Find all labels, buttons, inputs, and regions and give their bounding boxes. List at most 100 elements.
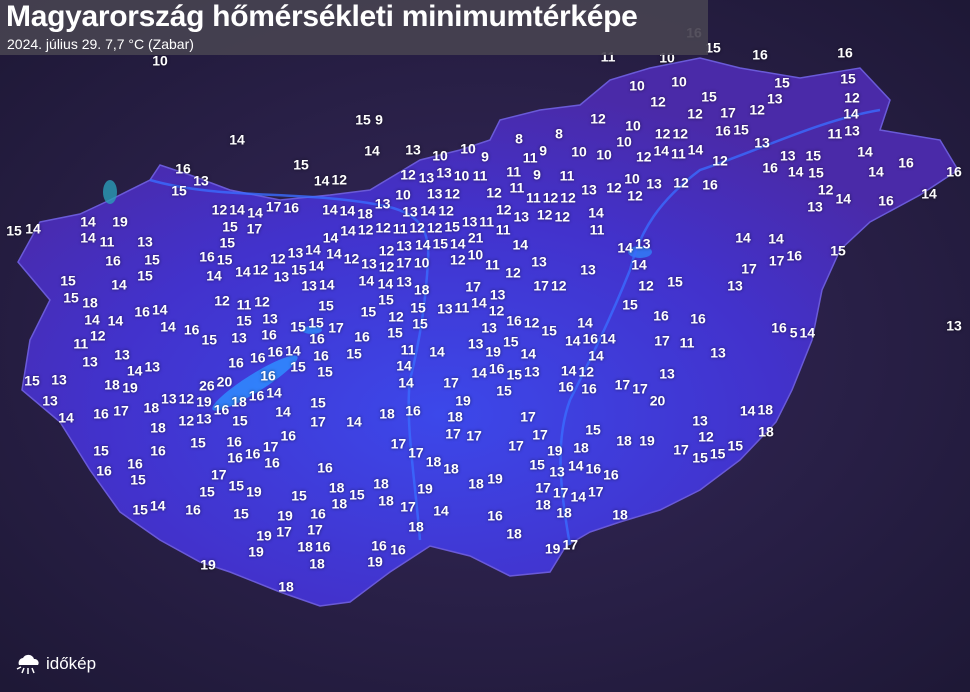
temperature-reading: 12: [627, 187, 643, 204]
temperature-reading: 16: [227, 449, 243, 466]
temperature-reading: 13: [844, 122, 860, 139]
idokep-logo: időkép: [16, 652, 96, 676]
temperature-reading: 10: [671, 73, 687, 90]
river-tisza: [559, 108, 881, 546]
temperature-reading: 16: [506, 312, 522, 329]
temperature-reading: 15: [290, 358, 306, 375]
lake-velence: [302, 326, 322, 334]
temperature-reading: 10: [625, 117, 641, 134]
temperature-reading: 16: [653, 307, 669, 324]
temperature-reading: 15: [219, 234, 236, 251]
temperature-reading: 19: [122, 379, 138, 396]
temperature-reading: 13: [710, 344, 726, 361]
temperature-reading: 18: [413, 281, 430, 298]
temperature-reading: 17: [328, 319, 344, 336]
temperature-reading: 12: [211, 201, 228, 218]
temperature-reading: 12: [606, 179, 622, 196]
temperature-reading: 12: [375, 219, 391, 236]
temperature-reading: 13: [262, 310, 278, 327]
temperature-reading: 16: [183, 321, 200, 338]
temperature-reading: 18: [331, 495, 348, 512]
temperature-reading: 17: [443, 374, 459, 391]
temperature-reading: 16: [309, 330, 325, 347]
temperature-reading: 14: [687, 141, 704, 158]
temperature-reading: 15: [808, 164, 824, 181]
temperature-reading: 12: [400, 166, 416, 183]
temperature-reading: 10: [616, 133, 632, 150]
temperature-reading: 16: [250, 349, 266, 366]
temperature-reading: 18: [616, 432, 632, 449]
temperature-reading: 11: [479, 213, 495, 230]
temperature-reading: 19: [256, 527, 272, 544]
temperature-reading: 14: [653, 142, 670, 159]
temperature-reading: 13: [754, 134, 770, 151]
temperature-reading: 10: [624, 170, 640, 187]
temperature-reading: 16: [582, 330, 599, 347]
temperature-reading: 14: [921, 185, 937, 202]
temperature-reading: 15: [199, 483, 215, 500]
temperature-reading: 11: [522, 149, 538, 166]
temperature-reading: 14: [564, 332, 581, 349]
temperature-reading: 14: [420, 202, 436, 219]
temperature-reading: 16: [313, 347, 329, 364]
temperature-reading: 17: [673, 441, 689, 458]
temperature-reading: 15: [318, 297, 334, 314]
temperature-reading: 16: [105, 252, 121, 269]
temperature-reading: 19: [367, 553, 383, 570]
temperature-reading: 14: [843, 105, 859, 122]
temperature-reading: 17: [720, 104, 736, 121]
temperature-reading: 9: [375, 111, 383, 128]
temperature-reading: 15: [290, 318, 306, 335]
temperature-reading: 11: [472, 167, 488, 184]
temperature-reading: 18: [468, 475, 484, 492]
temperature-reading: 15: [360, 303, 377, 320]
temperature-reading: 15: [410, 299, 426, 316]
temperature-reading: 16: [371, 537, 387, 554]
temperature-reading: 12: [450, 251, 466, 268]
temperature-reading: 14: [414, 236, 431, 253]
temperature-reading: 13: [231, 329, 247, 346]
temperature-reading: 14: [570, 488, 587, 505]
temperature-reading: 14: [768, 230, 784, 247]
temperature-reading: 5: [789, 324, 798, 341]
temperature-reading: 14: [364, 142, 380, 159]
temperature-reading: 12: [488, 302, 505, 319]
temperature-reading: 12: [343, 250, 360, 267]
temperature-reading: 15: [190, 434, 206, 451]
temperature-reading: 17: [465, 278, 481, 295]
temperature-reading: 17: [262, 438, 279, 455]
temperature-reading: 14: [152, 301, 168, 318]
temperature-reading: 14: [285, 342, 301, 359]
temperature-reading: 17: [632, 380, 648, 397]
temperature-reading: 12: [672, 125, 689, 142]
temperature-reading: 13: [402, 203, 418, 220]
temperature-reading: 15: [502, 333, 519, 350]
temperature-reading: 17: [400, 498, 416, 515]
temperature-reading: 12: [486, 184, 502, 201]
temperature-reading: 15: [496, 382, 512, 399]
temperature-reading: 12: [438, 202, 454, 219]
temperature-reading: 12: [252, 261, 269, 278]
temperature-reading: 12: [495, 201, 512, 218]
temperature-reading: 13: [137, 233, 153, 250]
temperature-reading: 11: [73, 335, 89, 352]
river-danube: [149, 178, 430, 541]
temperature-reading: 14: [229, 201, 245, 218]
temperature-reading: 10: [571, 143, 587, 160]
temperature-reading: 15: [705, 39, 721, 56]
lake-balaton: [212, 355, 298, 411]
temperature-reading: 16: [248, 387, 265, 404]
temperature-reading: 14: [322, 201, 338, 218]
temperature-reading: 12: [505, 264, 521, 281]
temperature-reading: 16: [558, 378, 574, 395]
temperature-reading: 17: [445, 425, 461, 442]
temperature-reading: 15: [444, 218, 460, 235]
temperature-reading: 19: [639, 432, 655, 449]
temperature-reading: 15: [201, 331, 218, 348]
temperature-reading: 19: [196, 393, 212, 410]
temperature-reading: 15: [308, 314, 324, 331]
temperature-reading: 13: [467, 335, 484, 352]
temperature-reading: 10: [467, 246, 484, 263]
temperature-reading: 13: [946, 317, 962, 334]
temperature-reading: 12: [817, 181, 834, 198]
